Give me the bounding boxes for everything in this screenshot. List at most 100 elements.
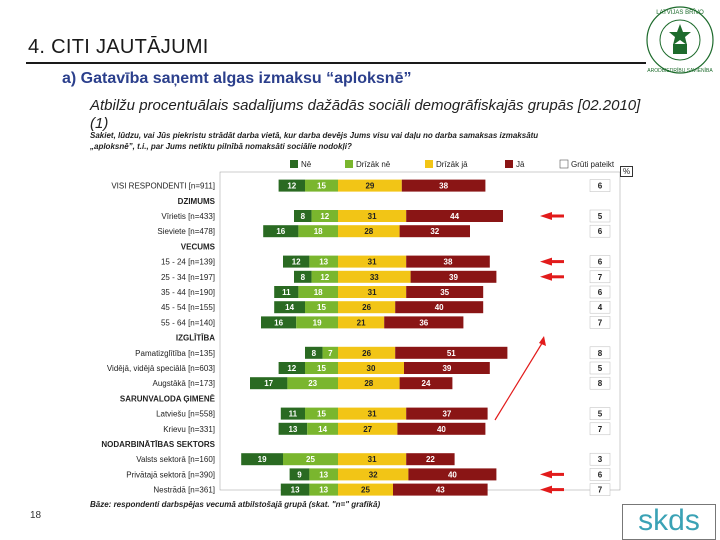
page-number: 18 (30, 510, 42, 521)
bar-segment-gruti-pateikt (589, 270, 611, 284)
bar-segment-gruti-pateikt (589, 255, 611, 268)
bar-segment-drizak-ne (298, 225, 338, 238)
data-label: 14 (285, 303, 294, 312)
bar-segment-drizak-ne (283, 453, 338, 466)
data-label: 38 (439, 182, 448, 191)
data-label: 28 (364, 227, 373, 236)
data-label: 40 (435, 303, 444, 312)
bar-segment-drizak-ne (311, 270, 338, 283)
bar-segment-drizak-ne (305, 301, 338, 314)
bar-segment-drizak-ne (305, 362, 338, 374)
row-label: 55 - 64 [n=140] (161, 318, 215, 327)
highlight-arrow-shaft (552, 275, 564, 279)
bar-segment-gruti-pateikt (589, 209, 611, 223)
bar-segment-gruti-pateikt (589, 452, 611, 466)
data-label: 31 (368, 455, 377, 464)
data-label: 29 (365, 182, 374, 191)
data-label: 19 (313, 318, 322, 327)
bar-segment-drizak-ne (309, 483, 338, 496)
group-heading: SARUNVALODA ĢIMENĒ (120, 394, 216, 403)
row-label: 25 - 34 [n=197] (161, 273, 215, 282)
lbas-seal-logo: LATVIJAS BRĪVO ARODBIEDRĪBU SAVIENĪBA (646, 6, 714, 74)
data-label: 13 (319, 258, 328, 267)
bar-segment-ne (305, 346, 323, 359)
bar-segment-ja (395, 301, 484, 314)
bar-segment-drizak-ja (338, 301, 396, 314)
data-label: 35 (440, 288, 449, 297)
data-label: 19 (258, 455, 267, 464)
bar-segment-gruti-pateikt (589, 285, 611, 299)
legend-label: Drīzāk nē (356, 160, 391, 169)
legend-label: Jā (516, 160, 525, 169)
bar-segment-drizak-ja (338, 316, 385, 329)
data-label: 6 (598, 258, 603, 267)
data-label: 12 (287, 364, 296, 373)
data-label: 31 (368, 258, 377, 267)
row-label: VISI RESPONDENTI [n=911] (111, 182, 215, 191)
trend-arrow-icon (539, 336, 546, 346)
bar-segment-drizak-ja (338, 346, 396, 359)
bar-segment-gruti-pateikt (589, 346, 611, 360)
data-label: 32 (430, 227, 439, 236)
row-label: 35 - 44 [n=190] (161, 288, 215, 297)
bar-segment-drizak-ja (338, 179, 402, 192)
trend-arrow-line (494, 339, 545, 421)
data-label: 13 (288, 425, 297, 434)
data-label: 27 (363, 425, 372, 434)
bar-segment-drizak-ja (338, 377, 400, 390)
highlight-arrow-icon (540, 485, 552, 494)
data-label: 15 (317, 364, 326, 373)
data-label: 7 (598, 273, 603, 282)
data-label: 16 (276, 227, 285, 236)
data-label: 38 (444, 258, 453, 267)
data-label: 8 (598, 349, 603, 358)
skds-logo: skds (622, 504, 716, 540)
legend-swatch (505, 160, 513, 168)
legend-swatch (290, 160, 298, 168)
bar-segment-drizak-ne (309, 255, 338, 268)
seal-text-bottom: ARODBIEDRĪBU SAVIENĪBA (647, 67, 713, 74)
bar-segment-ne (289, 468, 310, 481)
row-label: Valsts sektorā [n=160] (136, 455, 215, 464)
data-label: 12 (320, 273, 329, 282)
data-label: 31 (368, 212, 377, 221)
bar-segment-drizak-ja (338, 362, 404, 374)
highlight-arrow-icon (540, 272, 552, 281)
data-label: 8 (301, 212, 306, 221)
data-label: 17 (264, 379, 273, 388)
data-label: 5 (598, 410, 603, 419)
data-label: 32 (369, 470, 378, 479)
data-label: 51 (447, 349, 456, 358)
highlight-arrow-shaft (552, 214, 564, 218)
bar-segment-ne (278, 362, 305, 374)
data-label: 39 (442, 364, 451, 373)
bar-segment-drizak-ne (311, 210, 338, 222)
data-label: 14 (318, 425, 327, 434)
legend-swatch (559, 159, 569, 169)
data-label: 37 (442, 410, 451, 419)
row-label: Pamatizglītība [n=135] (135, 349, 215, 358)
data-label: 18 (314, 227, 323, 236)
bar-segment-drizak-ja (338, 270, 411, 283)
data-label: 13 (319, 486, 328, 495)
bar-segment-gruti-pateikt (589, 483, 611, 496)
bar-segment-ne (280, 483, 310, 496)
data-label: 39 (449, 273, 458, 282)
bar-segment-drizak-ja (338, 286, 407, 298)
data-label: 8 (301, 273, 306, 282)
bar-segment-drizak-ja (338, 453, 407, 466)
data-label: 40 (448, 470, 457, 479)
data-label: 15 (317, 182, 326, 191)
highlight-arrow-shaft (552, 488, 564, 492)
skds-logo-text: skds (638, 504, 700, 537)
bar-segment-drizak-ne (296, 316, 338, 329)
legend-swatch (425, 160, 433, 168)
data-label: 13 (319, 470, 328, 479)
row-label: Nestrādā [n=361] (153, 486, 215, 495)
data-label: 5 (598, 212, 603, 221)
bar-segment-drizak-ja (338, 468, 409, 481)
highlight-arrow-icon (540, 212, 552, 220)
legend-label: Drīzāk jā (436, 160, 468, 169)
bar-segment-ja (408, 468, 497, 481)
bar-segment-ja (384, 316, 464, 329)
